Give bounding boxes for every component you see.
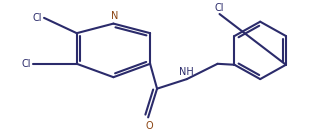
Text: N: N	[111, 11, 118, 21]
Text: NH: NH	[179, 67, 194, 77]
Text: Cl: Cl	[33, 13, 42, 23]
Text: O: O	[145, 121, 153, 131]
Text: Cl: Cl	[215, 3, 224, 13]
Text: Cl: Cl	[22, 59, 31, 69]
